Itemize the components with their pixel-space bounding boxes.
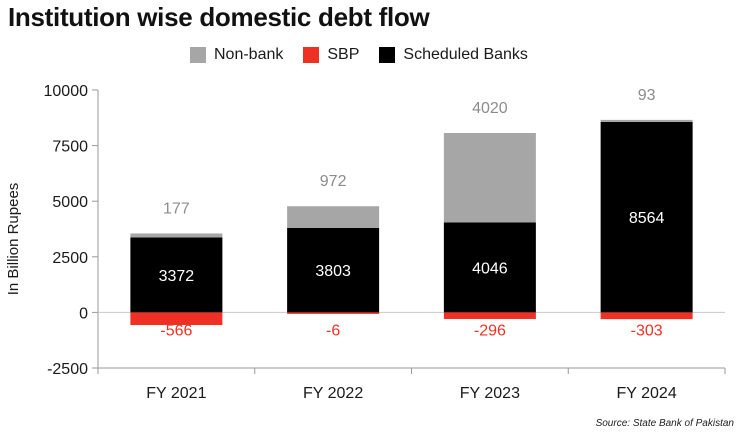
legend-swatch-scheduled-banks <box>379 47 396 63</box>
bar-scheduled-banks <box>130 237 223 313</box>
source-note: Source: State Bank of Pakistan <box>595 418 734 429</box>
x-tick-label: FY 2024 <box>617 385 677 402</box>
data-label-scheduled-banks: 3803 <box>315 263 351 280</box>
x-tick-label: FY 2021 <box>146 385 206 402</box>
data-label-scheduled-banks: 8564 <box>629 210 665 227</box>
legend-label-non-bank: Non-bank <box>214 46 284 63</box>
bar-sbp <box>443 312 536 319</box>
legend-label-sbp: SBP <box>327 46 360 63</box>
data-label-scheduled-banks: 4046 <box>472 260 508 277</box>
x-tick-label: FY 2023 <box>460 385 520 402</box>
data-label-sbp: -303 <box>631 322 663 339</box>
y-axis-title: In Billion Rupees <box>5 183 22 296</box>
bar-sbp <box>130 312 223 325</box>
legend-swatch-non-bank <box>190 47 206 63</box>
bar-scheduled-banks <box>287 227 380 313</box>
data-label-non-bank: 4020 <box>472 100 508 117</box>
bar-sbp <box>287 312 380 314</box>
data-label-non-bank: 972 <box>320 173 347 190</box>
chart-legend: Non-bank SBP Scheduled Banks <box>190 46 548 64</box>
chart-title: Institution wise domestic debt flow <box>8 2 430 32</box>
y-tick-label: 0 <box>79 305 88 322</box>
legend-item-non-bank: Non-bank <box>190 46 283 64</box>
bar-scheduled-banks <box>600 121 693 313</box>
bar-non-bank <box>600 119 693 122</box>
bar-scheduled-banks <box>443 222 536 313</box>
y-tick-label: 5000 <box>52 194 88 211</box>
data-label-sbp: -566 <box>160 322 192 339</box>
data-label-scheduled-banks: 3372 <box>159 268 195 285</box>
data-label-sbp: -6 <box>326 322 340 339</box>
y-tick-label: 7500 <box>52 139 88 156</box>
bar-sbp <box>600 312 693 320</box>
bar-non-bank <box>443 133 536 223</box>
x-tick-label: FY 2022 <box>303 385 363 402</box>
data-label-non-bank: 177 <box>163 200 190 217</box>
bar-non-bank <box>130 233 223 238</box>
data-label-sbp: -296 <box>474 322 506 339</box>
bar-non-bank <box>287 206 380 228</box>
legend-swatch-sbp <box>303 47 320 63</box>
y-tick-label: 10000 <box>44 83 89 100</box>
legend-item-sbp: SBP <box>303 46 359 64</box>
y-tick-label: -2500 <box>47 361 88 378</box>
legend-item-scheduled-banks: Scheduled Banks <box>379 46 528 64</box>
y-tick-label: 2500 <box>52 250 88 267</box>
data-label-non-bank: 93 <box>638 87 656 104</box>
legend-label-scheduled-banks: Scheduled Banks <box>403 46 528 63</box>
